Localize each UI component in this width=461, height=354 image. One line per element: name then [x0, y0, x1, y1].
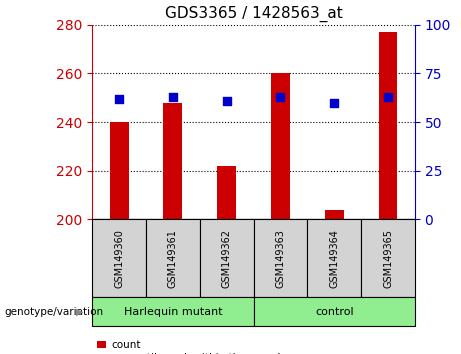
- Text: control: control: [315, 307, 354, 316]
- Bar: [271, 73, 290, 219]
- Text: ▶: ▶: [76, 307, 83, 316]
- FancyBboxPatch shape: [307, 219, 361, 297]
- Bar: [217, 166, 236, 219]
- Bar: [110, 122, 129, 219]
- Text: GSM149360: GSM149360: [114, 229, 124, 288]
- FancyBboxPatch shape: [254, 219, 307, 297]
- Point: [115, 96, 123, 102]
- Text: GSM149365: GSM149365: [383, 229, 393, 288]
- Text: Harlequin mutant: Harlequin mutant: [124, 307, 222, 316]
- Point: [223, 98, 230, 103]
- FancyBboxPatch shape: [361, 219, 415, 297]
- FancyBboxPatch shape: [92, 219, 146, 297]
- Point: [169, 94, 177, 99]
- Text: GSM149363: GSM149363: [275, 229, 285, 288]
- FancyBboxPatch shape: [200, 219, 254, 297]
- Text: GSM149364: GSM149364: [329, 229, 339, 288]
- Text: GSM149361: GSM149361: [168, 229, 178, 288]
- Bar: [325, 210, 343, 219]
- Legend: count, percentile rank within the sample: count, percentile rank within the sample: [97, 340, 287, 354]
- FancyBboxPatch shape: [254, 297, 415, 326]
- Point: [277, 94, 284, 99]
- Text: GSM149362: GSM149362: [222, 229, 232, 288]
- Point: [384, 94, 392, 99]
- FancyBboxPatch shape: [92, 297, 254, 326]
- Point: [331, 100, 338, 105]
- Text: genotype/variation: genotype/variation: [5, 307, 104, 316]
- Bar: [378, 32, 397, 219]
- FancyBboxPatch shape: [146, 219, 200, 297]
- Title: GDS3365 / 1428563_at: GDS3365 / 1428563_at: [165, 6, 343, 22]
- Bar: [164, 103, 182, 219]
